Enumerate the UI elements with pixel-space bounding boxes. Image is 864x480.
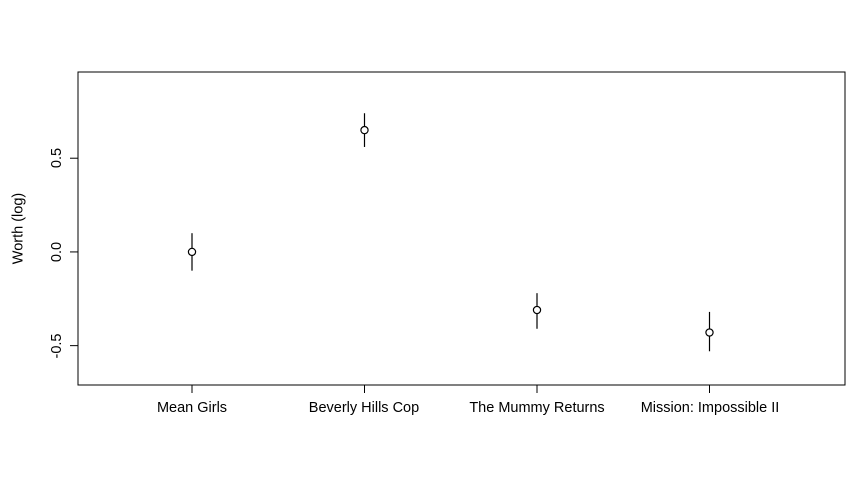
x-category-label: Beverly Hills Cop <box>308 400 420 416</box>
y-tick-label: 0.5 <box>49 147 65 169</box>
point-marker <box>187 247 197 257</box>
point-marker <box>532 305 542 315</box>
point-marker <box>360 125 369 135</box>
x-category-label: Mean Girls <box>156 400 228 416</box>
y-tick-label: 0.0 <box>49 241 65 263</box>
y-tick-label: -0.5 <box>49 333 65 359</box>
point-marker <box>705 328 714 337</box>
y-axis-title: Worth (log) <box>10 192 27 265</box>
x-category-label: The Mummy Returns <box>469 400 605 416</box>
plot-box <box>77 71 846 386</box>
x-category-label: Mission: Impossible II <box>640 400 780 416</box>
